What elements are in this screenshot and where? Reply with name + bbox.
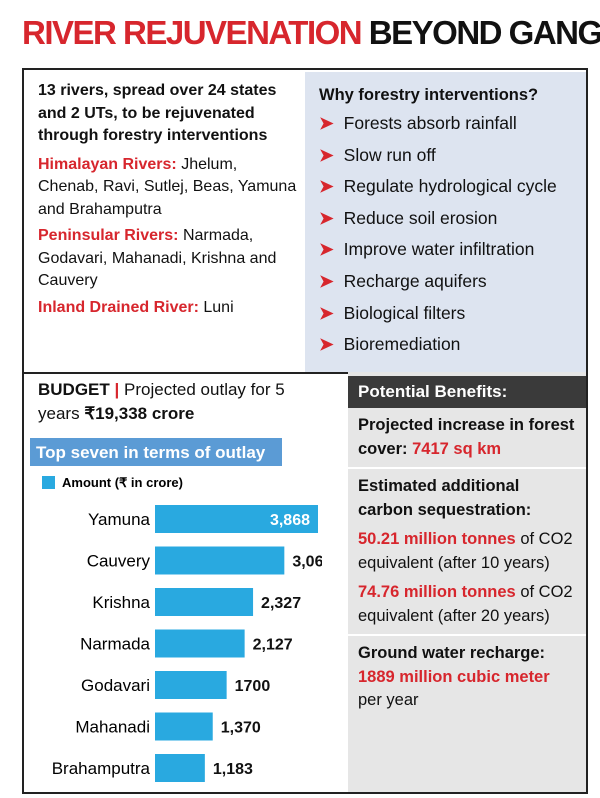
category-label: Mahanadi (75, 718, 150, 737)
category-label: Krishna (92, 593, 150, 612)
overview: 13 rivers, spread over 24 states and 2 U… (38, 80, 300, 323)
benefit: Ground water recharge: 1889 million cubi… (348, 642, 586, 713)
benefit-part: 50.21 million tonnes of CO2 equivalent (… (358, 528, 576, 575)
category-label: Cauvery (87, 552, 151, 571)
legend-label: Amount (₹ in crore) (62, 475, 183, 490)
value-label: 1,370 (221, 720, 261, 737)
budget: BUDGET | Projected outlay for 5 years ₹1… (38, 378, 298, 426)
benefit: Estimated additional carbon sequestratio… (348, 475, 586, 628)
why-text: Slow run off (343, 144, 436, 165)
bar (155, 754, 205, 782)
why-title: Why forestry interventions? (319, 86, 539, 104)
why-text: Reduce soil erosion (343, 207, 498, 228)
benefit-highlight: 50.21 million tonnes (358, 530, 516, 548)
value-label: 3,069 (292, 554, 322, 571)
chart-title: Top seven in terms of outlay (36, 443, 266, 462)
why-item: ➤ Recharge aquifers (305, 266, 586, 298)
title-red: RIVER REJUVENATION (22, 14, 363, 51)
bar (155, 546, 285, 575)
why-item: ➤ Improve water infiltration (305, 234, 586, 266)
benefit-highlight: 74.76 million tonnes (358, 583, 516, 601)
benefit-text: of CO2 equivalent (after 20 years) (358, 583, 573, 625)
value-label: 3,868 (270, 512, 310, 529)
group: Inland Drained River: Luni (38, 297, 300, 320)
bar (155, 505, 318, 533)
group: Himalayan Rivers: Jhelum, Chenab, Ravi, … (38, 154, 300, 222)
arrow: ➤ (319, 334, 334, 355)
chart: Top seven in terms of outlay Amount (₹ in… (30, 438, 322, 782)
group-label: Peninsular Rivers: (38, 227, 179, 244)
why-panel: Why forestry interventions? ➤ Forests abs… (305, 72, 586, 372)
why-text: Forests absorb rainfall (343, 113, 517, 133)
frame (22, 68, 588, 794)
why-item: ➤ Biological filters (305, 298, 586, 330)
why-item: ➤ Regulate hydrological cycle (305, 171, 586, 203)
why-list: ➤ Forests absorb rainfall ➤ Slow run off ➤ Re… (305, 108, 586, 361)
title-black: BEYOND GANGA (368, 14, 600, 51)
title: RIVER REJUVENATION BEYOND GANGA (22, 14, 600, 52)
separator (348, 467, 586, 469)
value-label: 1,183 (213, 761, 253, 778)
why-text: Improve water infiltration (343, 239, 535, 260)
group-label: Himalayan Rivers: (38, 155, 177, 173)
benefit-heading: Projected increase in forest cover: (358, 416, 575, 458)
divider (22, 372, 588, 374)
value-label: 2,127 (253, 637, 293, 654)
why-item: ➤ Bioremediation (305, 329, 586, 361)
budget-text: Projected outlay for 5 years (38, 380, 285, 423)
why-text: Recharge aquifers (343, 270, 487, 291)
summary: 13 rivers, spread over 24 states and 2 U… (38, 82, 277, 144)
benefit-heading: Estimated additional carbon sequestratio… (358, 477, 532, 519)
bar (155, 588, 254, 616)
arrow: ➤ (319, 113, 334, 133)
bar (155, 712, 213, 741)
group-rivers: Narmada, Godavari, Mahanadi, Krishna and… (38, 227, 277, 289)
arrow: ➤ (319, 239, 334, 260)
arrow: ➤ (319, 270, 334, 291)
benefit-highlight: 1889 million cubic meter (358, 667, 550, 686)
budget-amount: ₹19,338 crore (84, 404, 195, 423)
benefit-part: 74.76 million tonnes of CO2 equivalent (… (358, 581, 576, 628)
benefit-heading: Ground water recharge: (358, 644, 546, 662)
value-label: 2,327 (261, 595, 301, 612)
legend-swatch (42, 476, 55, 489)
value-label: 1700 (235, 678, 271, 695)
why-item: ➤ Slow run off (305, 140, 586, 172)
arrow: ➤ (319, 144, 334, 165)
budget-label: BUDGET (38, 380, 110, 399)
why-item: ➤ Forests absorb rainfall (305, 108, 586, 140)
group-rivers: Jhelum, Chenab, Ravi, Sutlej, Beas, Yamu… (38, 155, 297, 218)
bar (155, 629, 245, 658)
category-label: Narmada (80, 635, 150, 654)
category-label: Yamuna (88, 510, 151, 529)
arrow: ➤ (319, 207, 334, 228)
groups: Himalayan Rivers: Jhelum, Chenab, Ravi, … (38, 154, 300, 320)
why-text: Biological filters (343, 302, 466, 323)
separator (348, 634, 586, 636)
why-item: ➤ Reduce soil erosion (305, 203, 586, 235)
why-text: Bioremediation (343, 334, 461, 355)
budget-sep: | (114, 380, 120, 399)
chart-title-bg (30, 438, 282, 466)
group: Peninsular Rivers: Narmada, Godavari, Ma… (38, 225, 300, 293)
benefit: Projected increase in forest cover: 7417… (348, 414, 586, 461)
arrow: ➤ (319, 302, 334, 323)
benefit-highlight: 7417 sq km (412, 439, 502, 458)
benefit-text: per year (358, 691, 419, 709)
category-label: Brahamputra (52, 759, 151, 778)
benefits-blocks: Projected increase in forest cover: 7417… (348, 408, 586, 713)
bar (155, 671, 227, 699)
group-rivers: Luni (203, 298, 234, 316)
why-text: Regulate hydrological cycle (343, 176, 557, 197)
benefits-panel: Potential Benefits: Projected increase i… (348, 372, 586, 792)
group-label: Inland Drained River: (38, 298, 199, 316)
benefit-text: of CO2 equivalent (after 10 years) (358, 530, 573, 572)
benefits-title: Potential Benefits: (348, 376, 586, 408)
category-label: Godavari (81, 676, 150, 695)
arrow: ➤ (319, 176, 334, 197)
